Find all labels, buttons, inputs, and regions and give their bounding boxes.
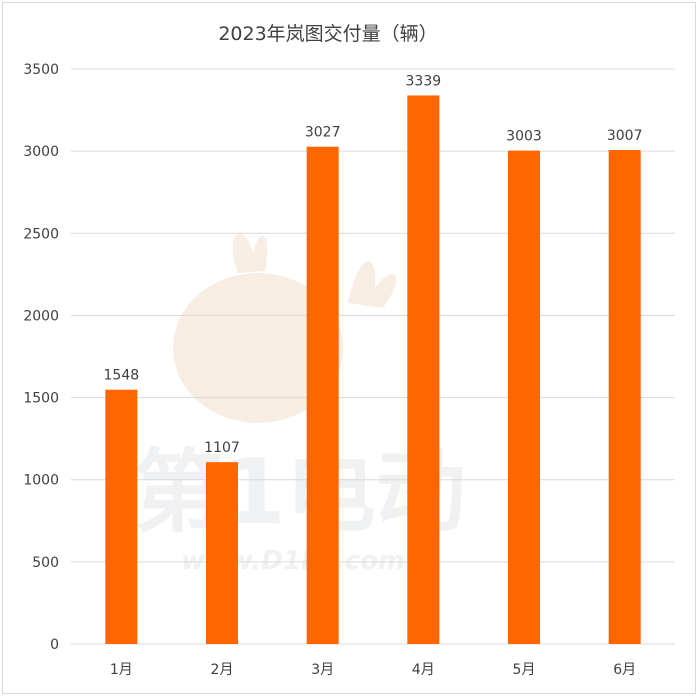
bar (206, 462, 238, 644)
data-labels: 1548 1107 3027 3339 3003 3007 (104, 73, 643, 456)
bar (105, 389, 138, 644)
bar (608, 149, 641, 644)
bar (508, 150, 540, 644)
watermark-antler-right (348, 261, 397, 308)
data-label: 3339 (406, 73, 442, 89)
y-tick-label: 3500 (23, 62, 59, 78)
y-tick-label: 2500 (23, 226, 59, 242)
data-label: 1548 (104, 368, 140, 384)
data-label: 3007 (607, 128, 643, 144)
y-gridlines (71, 68, 675, 645)
y-tick-label: 3000 (23, 144, 59, 160)
y-tick-label: 500 (32, 555, 59, 571)
x-tick-label: 1月 (110, 662, 133, 678)
y-axis-ticks: 0 500 1000 1500 2000 2500 3000 3500 (23, 62, 59, 653)
bar-chart: 第1电动 www.D1EV.com 2023年岚图交付量（辆） 0 500 1000… (23, 23, 675, 678)
data-label: 3003 (506, 129, 542, 145)
y-tick-label: 2000 (23, 308, 59, 324)
x-tick-label: 4月 (412, 662, 435, 678)
y-tick-label: 0 (50, 637, 59, 653)
bar-series (105, 95, 641, 644)
y-tick-label: 1500 (23, 391, 59, 407)
x-axis-labels: 1月 2月 3月 4月 5月 6月 (110, 662, 636, 678)
x-tick-label: 3月 (311, 662, 334, 678)
watermark-antler-left (232, 233, 268, 273)
bar (407, 95, 440, 644)
x-tick-label: 5月 (513, 662, 536, 678)
chart-title: 2023年岚图交付量（辆） (218, 23, 437, 45)
watermark-mascot-head (173, 273, 343, 423)
watermark-logo: 第1电动 www.D1EV.com (133, 233, 466, 576)
bar (306, 146, 339, 644)
x-tick-label: 2月 (211, 662, 234, 678)
data-label: 3027 (305, 125, 341, 141)
y-tick-label: 1000 (23, 473, 59, 489)
x-tick-label: 6月 (613, 662, 636, 678)
data-label: 1107 (204, 440, 240, 456)
